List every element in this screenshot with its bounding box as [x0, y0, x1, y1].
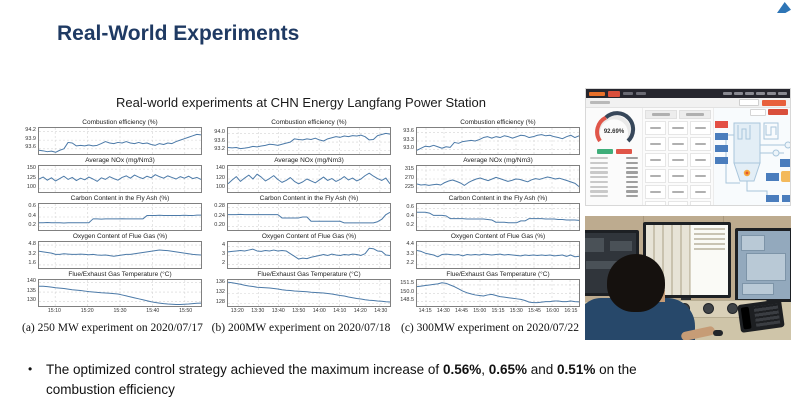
gauge-green-button	[596, 149, 613, 154]
diagram-primary-button	[768, 109, 788, 115]
y-axis-ticks: 0.28 0.24 0.20	[214, 203, 225, 228]
operator-head	[607, 254, 665, 312]
toolbar-primary-button	[762, 99, 786, 106]
chart-title: Combustion efficiency (%)	[82, 119, 158, 126]
bullet-marker: •	[28, 362, 33, 376]
y-axis-ticks: 0.6 0.4 0.2	[28, 202, 36, 229]
y-axis-ticks: 93.6 93.3 93.0	[403, 127, 414, 152]
chart-title: Combustion efficiency (%)	[271, 119, 347, 126]
chart-title: Average NOx (mg/Nm3)	[274, 157, 344, 164]
y-axis-ticks: 140 135 130	[26, 277, 36, 304]
console-knob	[703, 303, 714, 314]
chart-title: Oxygen Content of Flue Gas (%)	[261, 233, 357, 240]
x-axis-ticks: 15:10 15:20 15:30 15:40 15:50	[47, 308, 193, 314]
mini-chart: Oxygen Content of Flue Gas (%) 4 3 2	[211, 233, 391, 269]
figure-subtitle: Real-world experiments at CHN Energy Lan…	[116, 95, 486, 110]
chart-title: Carbon Content in the Fly Ash (%)	[259, 195, 359, 202]
chart-title: Oxygen Content of Flue Gas (%)	[72, 233, 168, 240]
mini-chart: Flue/Exhaust Gas Temperature (°C) 151.5 15…	[400, 271, 580, 315]
dashboard-gauge-panel: 92.69%	[586, 108, 643, 205]
monitor-right	[735, 228, 791, 302]
mini-chart: Average NOx (mg/Nm3) 315 270 225	[400, 157, 580, 193]
increase-value-2: 0.65%	[488, 362, 528, 377]
page-title: Real-World Experiments	[57, 22, 300, 45]
gauge-red-button	[615, 149, 632, 154]
mini-chart: Average NOx (mg/Nm3) 140 120 100	[211, 157, 391, 193]
dashboard-active-tab	[608, 90, 620, 97]
dashboard-header-menu	[723, 92, 787, 95]
chart-title: Average NOx (mg/Nm3)	[463, 157, 533, 164]
mini-chart: Carbon Content in the Fly Ash (%) 0.6 0.4 0…	[22, 195, 202, 231]
y-axis-ticks: 140 120 100	[215, 164, 225, 191]
bullet-text: The optimized control strategy achieved …	[46, 360, 706, 399]
increase-value-1: 0.56%	[442, 362, 482, 377]
chart-column-c: Combustion efficiency (%) 93.6 93.3 93.0 Ave…	[400, 119, 580, 334]
mini-chart: Combustion efficiency (%) 94.0 93.6 93.2	[211, 119, 391, 155]
diagram-secondary-button	[750, 109, 766, 116]
mini-chart: Combustion efficiency (%) 93.6 93.3 93.0	[400, 119, 580, 155]
bullet-sep-1: ,	[481, 362, 489, 377]
mini-chart: Carbon Content in the Fly Ash (%) 0.6 0.4 0…	[400, 195, 580, 231]
mini-chart: Flue/Exhaust Gas Temperature (°C) 136 132 1…	[211, 271, 391, 315]
column-caption: (c) 300MW experiment on 2020/07/22	[400, 322, 579, 334]
parameter-list	[588, 156, 640, 201]
column-caption: (b) 200MW experiment on 2020/07/18	[211, 322, 391, 334]
bullet-text-post: on the combustion efficiency	[46, 362, 637, 397]
mini-chart: Combustion efficiency (%) 94.2 93.9 93.6	[22, 119, 202, 155]
efficiency-gauge: 92.69%	[595, 111, 636, 143]
chart-column-a: Combustion efficiency (%) 94.2 93.9 93.6 Ave…	[22, 119, 203, 334]
summary-bullet: • The optimized control strategy achieve…	[28, 360, 728, 399]
mini-chart: Flue/Exhaust Gas Temperature (°C) 140 135 1…	[22, 271, 202, 315]
chart-title: Carbon Content in the Fly Ash (%)	[448, 195, 548, 202]
y-axis-ticks: 4.8 3.2 1.6	[28, 240, 36, 267]
y-axis-ticks: 315 270 225	[404, 165, 414, 190]
y-axis-ticks: 94.2 93.9 93.6	[25, 126, 36, 151]
dashboard-toolbar	[586, 98, 790, 108]
y-axis-ticks: 0.6 0.4 0.2	[406, 204, 414, 229]
gauge-value: 92.69%	[604, 129, 625, 135]
increase-value-3: 0.51%	[557, 362, 596, 377]
chart-title: Average NOx (mg/Nm3)	[85, 157, 155, 164]
boiler-schematic-drawing	[715, 121, 790, 202]
charts-region: Combustion efficiency (%) 94.2 93.9 93.6 Ave…	[22, 119, 582, 334]
y-axis-ticks: 136 132 128	[215, 279, 225, 305]
chart-title: Oxygen Content of Flue Gas (%)	[450, 233, 546, 240]
toolbar-secondary-button	[739, 99, 759, 106]
control-room-photo	[585, 216, 791, 340]
dashboard-tab	[623, 92, 633, 95]
chart-title: Flue/Exhaust Gas Temperature (°C)	[68, 271, 172, 278]
y-axis-ticks: 94.0 93.6 93.2	[214, 128, 225, 153]
chart-title: Carbon Content in the Fly Ash (%)	[70, 195, 170, 202]
bullet-text-pre: The optimized control strategy achieved …	[46, 362, 443, 377]
x-axis-ticks: 13:20 13:30 13:40 13:50 14:00 14:10 14:20 14:30	[230, 308, 388, 314]
monitor-panel-area	[691, 225, 728, 295]
chart-column-b: Combustion efficiency (%) 94.0 93.6 93.2 Ave…	[211, 119, 391, 334]
chart-title: Combustion efficiency (%)	[460, 119, 536, 126]
boiler-process-diagram	[714, 108, 790, 205]
y-axis-ticks: 151.5 150.0 148.5	[400, 280, 414, 304]
mini-chart: Carbon Content in the Fly Ash (%) 0.28 0.2…	[211, 195, 391, 231]
dashboard-value-cards	[643, 108, 714, 205]
mini-chart: Average NOx (mg/Nm3) 150 125 100	[22, 157, 202, 193]
chart-title: Flue/Exhaust Gas Temperature (°C)	[446, 271, 550, 278]
bullet-sep-2: and	[527, 362, 558, 377]
y-axis-ticks: 4.4 3.3 2.2	[406, 240, 414, 267]
mini-chart: Oxygen Content of Flue Gas (%) 4.4 3.3 2.2	[400, 233, 580, 269]
x-axis-ticks: 14:15 14:30 14:45 15:00 15:15 15:30 15:45 16:00…	[418, 308, 578, 314]
dashboard-header-bar	[586, 89, 790, 98]
dashboard-logo	[589, 91, 605, 96]
mini-chart: Oxygen Content of Flue Gas (%) 4.8 3.2 1.6	[22, 233, 202, 269]
y-axis-ticks: 150 125 100	[26, 164, 36, 191]
control-system-screenshot: 92.69%	[585, 88, 791, 206]
dashboard-tab	[636, 92, 646, 95]
corner-logo-icon	[777, 2, 791, 13]
console-knob	[727, 303, 738, 314]
breadcrumb	[590, 101, 610, 104]
computer-mouse	[713, 330, 723, 336]
chart-title: Flue/Exhaust Gas Temperature (°C)	[257, 271, 361, 278]
column-caption: (a) 250 MW experiment on 2020/07/17	[22, 322, 203, 334]
